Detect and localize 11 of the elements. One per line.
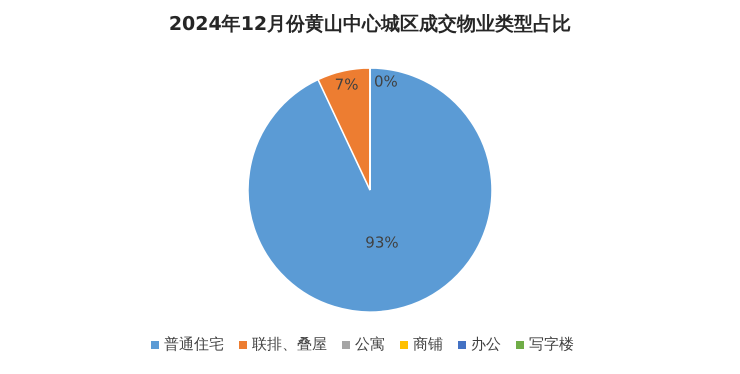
legend-label: 普通住宅 xyxy=(164,335,224,354)
data-label: 7% xyxy=(334,75,358,94)
legend-label: 写字楼 xyxy=(529,335,574,354)
legend-label: 联排、叠屋 xyxy=(252,335,327,354)
legend-label: 公寓 xyxy=(355,335,385,354)
legend-label: 商铺 xyxy=(413,335,443,354)
chart-title: 2024年12月份黄山中心城区成交物业类型占比 xyxy=(168,13,572,35)
legend-label: 办公 xyxy=(471,335,501,354)
text: 0% xyxy=(374,72,398,91)
pie-slice xyxy=(247,67,493,313)
data-label: 93% xyxy=(365,234,399,252)
